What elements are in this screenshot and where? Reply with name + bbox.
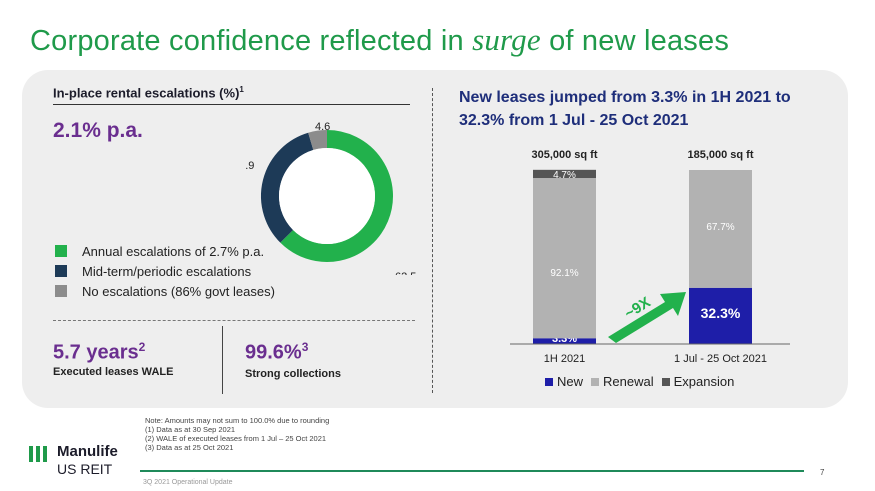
footnote-line: (1) Data as at 30 Sep 2021 [145, 425, 236, 434]
bar-legend-swatch [591, 377, 600, 386]
growth-arrow: ~9X [608, 292, 686, 343]
bar-segment-renewal [689, 170, 752, 288]
escalations-heading: In-place rental escalations (%)1 [53, 85, 244, 101]
bar-total-label: 185,000 sq ft [687, 149, 753, 161]
page-number: 7 [820, 468, 825, 477]
new-leases-heading: New leases jumped from 3.3% in 1H 2021 t… [459, 89, 791, 129]
bar-segment-new [689, 287, 752, 344]
legend-item: Annual escalations of 2.7% p.a. [55, 241, 275, 261]
title-part-1: Corporate confidence reflected in [30, 25, 464, 57]
legend-label: Annual escalations of 2.7% p.a. [82, 243, 265, 259]
donut-legend: Annual escalations of 2.7% p.a. Mid-term/… [55, 241, 275, 301]
donut-slice-2 [261, 132, 314, 243]
legend-swatch [55, 245, 67, 257]
legend-swatch [55, 265, 67, 277]
footnote-line: (3) Data as at 25 Oct 2021 [145, 443, 234, 452]
bar-legend-swatch [545, 377, 553, 386]
donut-value-label: 4.6 [315, 121, 330, 133]
manulife-m-icon [29, 446, 47, 462]
legend-item: Mid-term/periodic escalations [55, 261, 275, 281]
bar-segment-renewal [533, 178, 596, 339]
escalation-headline: 2.1% p.a. [53, 119, 143, 142]
bar-category-label: 1 Jul - 25 Oct 2021 [674, 353, 767, 365]
section-divider [432, 88, 433, 393]
bar-legend-item: Expansion [661, 374, 735, 389]
title-emphasis: surge [472, 22, 541, 57]
dashed-divider [53, 320, 415, 321]
bar-legend: New Renewal Expansion [545, 374, 742, 389]
legend-label: Mid-term/periodic escalations [82, 263, 252, 279]
logo-name: Manulife [57, 443, 118, 460]
title-part-2: of new leases [549, 25, 730, 57]
bar-legend-label: Renewal [603, 374, 654, 389]
logo-sub: US REIT [57, 461, 113, 477]
bar-legend-item: Renewal [591, 374, 654, 389]
bar-legend-label: Expansion [673, 374, 735, 389]
collections-value: 99.6%3 [245, 340, 309, 364]
collections-label: Strong collections [245, 368, 341, 380]
wale-value: 5.7 years2 [53, 340, 146, 364]
bar-legend-item: New [545, 374, 583, 389]
slide-title: Corporate confidence reflected in surge … [30, 22, 729, 58]
footer-rule [140, 470, 804, 472]
footer-text: 3Q 2021 Operational Update [143, 479, 233, 486]
bar-value-label: 32.3% [701, 305, 741, 321]
wale-label: Executed leases WALE [53, 366, 174, 378]
footnote-line: Note: Amounts may not sum to 100.0% due … [145, 416, 330, 425]
footnotes: Note: Amounts may not sum to 100.0% due … [145, 416, 329, 452]
bar-segment-expansion [533, 169, 596, 179]
bar-value-label: 67.7% [706, 222, 734, 233]
legend-swatch [55, 285, 67, 297]
donut-value-label: 32.9 [245, 160, 254, 172]
bar-segment-new [533, 338, 596, 344]
bar-legend-label: New [557, 374, 584, 389]
escalations-donut-chart: 62.5 32.9 4.6 [245, 121, 416, 275]
legend-label: No escalations (86% govt leases) [82, 283, 275, 299]
bar-category-label: 1H 2021 [544, 353, 586, 365]
bar-total-label: 305,000 sq ft [531, 149, 597, 161]
bar-legend-swatch [661, 377, 670, 386]
footnote-line: (2) WALE of executed leases from 1 Jul –… [145, 434, 327, 443]
donut-hole [279, 148, 375, 244]
donut-value-label: 62.5 [395, 271, 416, 275]
arrow-shape [608, 292, 686, 343]
bar-value-label: 92.1% [550, 268, 578, 279]
donut-slice-3 [308, 130, 328, 151]
bar-value-label: 4.7% [553, 170, 576, 181]
donut-slice-1 [280, 130, 393, 262]
heading-underline [53, 104, 410, 105]
legend-item: No escalations (86% govt leases) [55, 281, 275, 301]
stat-divider [222, 326, 223, 394]
